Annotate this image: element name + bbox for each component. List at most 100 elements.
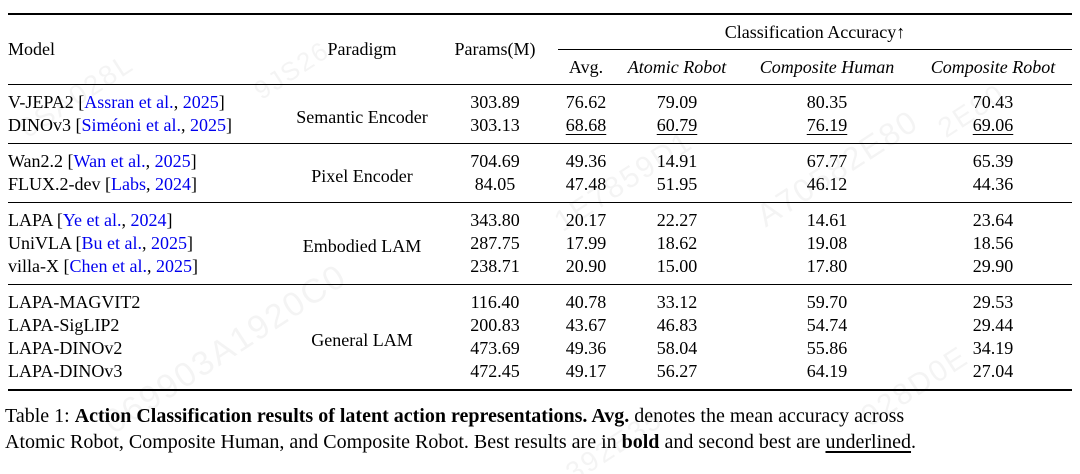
composite-human-cell: 59.70 — [740, 284, 914, 314]
citation-year-link[interactable]: 2025 — [155, 256, 192, 276]
model-name: V-JEPA2 — [8, 92, 74, 112]
params-cell: 116.40 — [432, 284, 558, 314]
params-cell: 287.75 — [470, 233, 520, 253]
header-avg: Avg. — [568, 56, 604, 77]
header-row-sub: Avg. Atomic Robot Composite Human Compos… — [8, 50, 1072, 85]
model-name: Wan2.2 — [8, 151, 64, 171]
table-caption: Table 1: Action Classification results o… — [5, 403, 1075, 455]
table-row: villa-X [Chen et al., 2025] 238.71 20.90… — [8, 255, 1072, 285]
citation-link[interactable]: Siméoni et al. — [81, 115, 181, 135]
avg-cell: 68.68 — [565, 115, 607, 135]
model-cell: LAPA-MAGVIT2 — [8, 284, 292, 314]
caption-text: Atomic Robot, Composite Human, and Compo… — [5, 431, 622, 453]
model-name: LAPA — [8, 210, 53, 230]
header-paradigm: Paradigm — [327, 39, 397, 59]
atomic-robot-cell: 56.27 — [656, 361, 698, 381]
params-cell: 303.89 — [470, 92, 520, 112]
atomic-robot-cell: 14.91 — [614, 143, 740, 173]
model-cell: FLUX.2-dev [Labs, 2024] — [8, 174, 197, 194]
model-name: UniVLA — [8, 233, 71, 253]
caption-avg: Avg. — [587, 405, 635, 427]
params-cell: 238.71 — [470, 256, 520, 276]
caption-text: and second best are — [659, 431, 826, 453]
avg-cell: 47.48 — [565, 174, 607, 194]
composite-robot-cell: 29.90 — [972, 256, 1014, 276]
citation-link[interactable]: Labs — [111, 174, 146, 194]
composite-robot-cell: 70.43 — [972, 92, 1014, 112]
composite-human-cell: 19.08 — [806, 233, 848, 253]
params-cell: 200.83 — [470, 315, 520, 335]
model-name: FLUX.2-dev — [8, 174, 101, 194]
caption-text: denotes the mean accuracy across — [634, 405, 905, 427]
citation-year-link[interactable]: 2025 — [189, 115, 226, 135]
citation-year-link[interactable]: 2025 — [182, 92, 219, 112]
atomic-robot-cell: 58.04 — [656, 338, 698, 358]
model-cell: LAPA-SigLIP2 — [8, 314, 292, 337]
paradigm-cell: General LAM — [292, 284, 432, 390]
header-atomic-robot: Atomic Robot — [627, 56, 727, 77]
composite-human-cell: 80.35 — [806, 92, 848, 112]
table-row: LAPA-DINOv2 473.69 49.36 58.04 55.86 34.… — [8, 337, 1072, 360]
citation-link[interactable]: Ye et al. — [62, 210, 122, 230]
composite-robot-cell: 29.53 — [914, 284, 1073, 314]
avg-cell: 49.36 — [565, 338, 607, 358]
model-name: LAPA-SigLIP2 — [8, 315, 120, 335]
model-name: DINOv3 — [8, 115, 71, 135]
caption-underlined-word: underlined — [825, 431, 912, 453]
citation-year-link[interactable]: 2024 — [155, 174, 191, 194]
params-cell: 472.45 — [470, 361, 520, 381]
atomic-robot-cell: 15.00 — [656, 256, 698, 276]
caption-line-1: Table 1: Action Classification results o… — [5, 403, 1075, 429]
caption-title: Action Classification results of latent … — [74, 405, 588, 427]
composite-robot-cell: 69.06 — [972, 115, 1014, 135]
model-name: LAPA-DINOv3 — [8, 361, 123, 381]
composite-robot-cell: 27.04 — [972, 361, 1014, 381]
composite-human-cell: 67.77 — [740, 143, 914, 173]
citation-year-link[interactable]: 2024 — [130, 210, 167, 230]
table-row: DINOv3 [Siméoni et al., 2025] 303.13 68.… — [8, 114, 1072, 144]
params-cell: 704.69 — [432, 143, 558, 173]
table-row: UniVLA [Bu et al., 2025] 287.75 17.99 18… — [8, 232, 1072, 255]
atomic-robot-cell: 33.12 — [614, 284, 740, 314]
model-cell: V-JEPA2 [Assran et al., 2025] — [8, 92, 225, 112]
atomic-robot-cell: 51.95 — [656, 174, 698, 194]
citation-link[interactable]: Chen et al. — [69, 256, 147, 276]
composite-human-cell: 55.86 — [806, 338, 848, 358]
citation-link[interactable]: Bu et al. — [81, 233, 143, 253]
avg-cell: 76.62 — [565, 92, 607, 112]
header-classification-accuracy: Classification Accuracy↑ — [558, 14, 1073, 50]
composite-human-cell: 54.74 — [806, 315, 848, 335]
composite-robot-cell: 18.56 — [972, 233, 1014, 253]
model-cell: UniVLA [Bu et al., 2025] — [8, 233, 193, 253]
citation-year-link[interactable]: 2025 — [154, 151, 191, 171]
avg-cell: 49.36 — [558, 143, 614, 173]
composite-robot-cell: 44.36 — [972, 174, 1014, 194]
avg-cell: 17.99 — [565, 233, 607, 253]
composite-human-cell: 14.61 — [740, 202, 914, 232]
table-header: Model Paradigm Params(M) Classification … — [8, 14, 1073, 85]
params-cell: 473.69 — [470, 338, 520, 358]
citation-year-link[interactable]: 2025 — [151, 233, 187, 253]
avg-cell: 20.90 — [565, 256, 607, 276]
model-name: LAPA-DINOv2 — [8, 338, 123, 358]
composite-robot-cell: 65.39 — [914, 143, 1073, 173]
citation-link[interactable]: Assran et al. — [84, 92, 174, 112]
atomic-robot-cell: 79.09 — [656, 92, 698, 112]
composite-robot-cell: 29.44 — [972, 315, 1014, 335]
composite-human-cell: 17.80 — [806, 256, 848, 276]
atomic-robot-cell: 46.83 — [656, 315, 698, 335]
citation-link[interactable]: Wan et al. — [73, 151, 146, 171]
header-composite-human: Composite Human — [759, 56, 895, 77]
model-cell: DINOv3 [Siméoni et al., 2025] — [8, 115, 232, 135]
table-row: LAPA-SigLIP2 200.83 43.67 46.83 54.74 29… — [8, 314, 1072, 337]
atomic-robot-cell: 18.62 — [656, 233, 698, 253]
model-cell: villa-X [Chen et al., 2025] — [8, 256, 198, 276]
composite-human-cell: 46.12 — [806, 174, 848, 194]
avg-cell: 40.78 — [558, 284, 614, 314]
model-cell: LAPA-DINOv2 — [8, 337, 292, 360]
caption-prefix: Table 1: — [5, 405, 75, 427]
header-composite-robot: Composite Robot — [930, 56, 1056, 77]
table-row: LAPA-MAGVIT2 General LAM 116.40 40.78 33… — [8, 284, 1073, 390]
header-row-top: Model Paradigm Params(M) Classification … — [8, 14, 1073, 59]
atomic-robot-cell: 22.27 — [614, 202, 740, 232]
